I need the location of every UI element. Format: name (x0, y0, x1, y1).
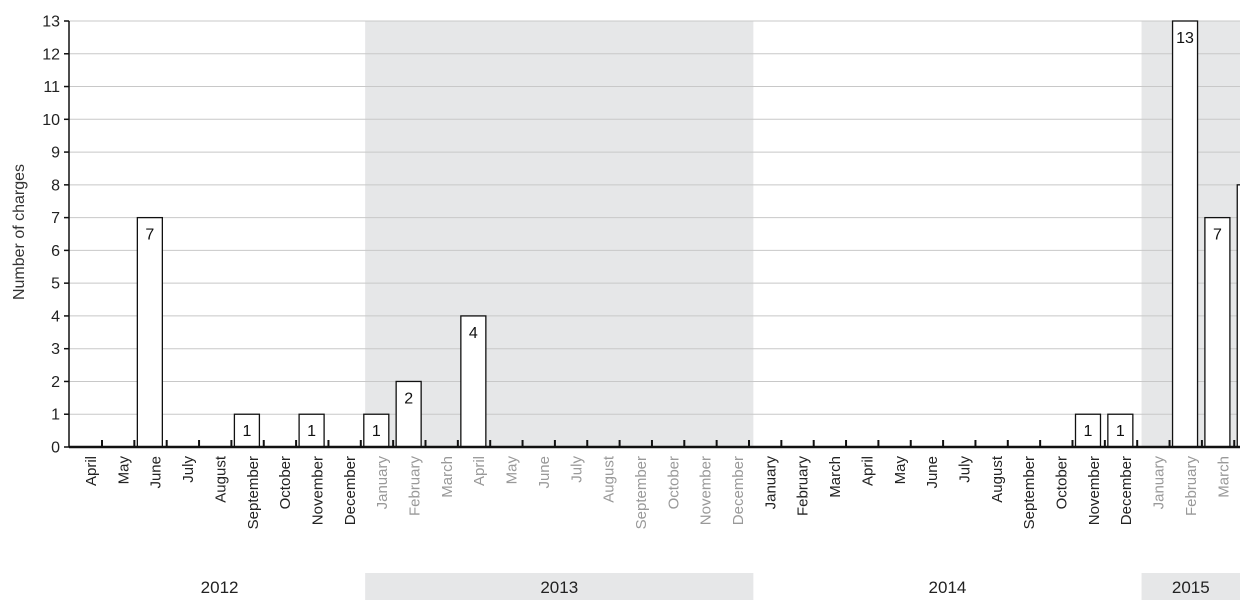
x-tick-label: September (1021, 456, 1038, 529)
x-tick-label: July (956, 456, 973, 483)
year-label-band (1141, 573, 1240, 600)
y-tick-label: 13 (42, 14, 60, 31)
x-tick-label: May (892, 456, 909, 485)
bar-value-label: 13 (1176, 30, 1194, 47)
bar-value-label: 7 (1213, 227, 1222, 244)
bar-value-label: 1 (1116, 423, 1125, 440)
bar (460, 315, 487, 448)
x-tick-label: July (180, 456, 197, 483)
x-tick-label: June (536, 456, 553, 489)
x-tick-label: August (989, 455, 1006, 503)
x-tick-label: May (504, 456, 521, 485)
y-tick-label: 12 (42, 46, 60, 63)
x-tick-label: April (859, 456, 876, 486)
x-tick-label: June (924, 456, 941, 489)
y-tick-label: 4 (51, 308, 60, 325)
year-label-band (365, 573, 754, 600)
y-tick-label: 11 (43, 79, 60, 96)
y-tick-label: 6 (51, 243, 60, 260)
x-tick-label: February (407, 456, 424, 517)
x-tick-label: July (568, 456, 585, 483)
x-tick-label: January (762, 456, 779, 510)
x-tick-labels: April May June July August September October No… (83, 455, 1232, 529)
x-tick-label: September (245, 456, 262, 529)
y-tick-label: 1 (51, 407, 60, 424)
bar-value-label: 4 (469, 325, 478, 342)
x-tick-label: October (277, 456, 294, 509)
y-tick-label: 7 (51, 210, 60, 227)
bar-value-label: 2 (404, 390, 413, 407)
x-tick-label: October (1054, 456, 1071, 509)
gridlines (69, 20, 1240, 415)
bar-value-label: 1 (307, 423, 316, 440)
y-tick-label: 9 (51, 145, 60, 162)
x-tick-label: May (115, 456, 132, 485)
y-axis-label: Number of charges (11, 164, 28, 300)
x-tick-label: August (212, 455, 229, 503)
bar-value-label: 7 (145, 227, 154, 244)
y-tick-label: 5 (51, 276, 60, 293)
bar (136, 216, 164, 448)
bar-value-label: 1 (242, 423, 251, 440)
x-tick-label: January (1151, 456, 1168, 510)
x-tick-label: March (827, 456, 844, 498)
y-tick-label: 3 (51, 341, 60, 358)
x-tick-label: April (83, 456, 100, 486)
y-tick-label: 8 (51, 177, 60, 194)
y-tick-label: 0 (51, 440, 60, 457)
year-labels: 2012 2013 2014 2015 (201, 578, 1210, 597)
x-tick-label: March (439, 456, 456, 498)
y-tick-label: 2 (51, 374, 60, 391)
x-tick-label: February (795, 456, 812, 517)
x-tick-label: December (730, 456, 747, 525)
x-tick-label: November (698, 456, 715, 525)
year-label: 2014 (929, 578, 967, 597)
bar (233, 413, 261, 448)
year-shade-band (365, 21, 754, 447)
x-tick-label: November (1086, 456, 1103, 525)
x-tick-label: October (665, 456, 682, 509)
bar-value-label: 1 (1084, 423, 1093, 440)
x-tick-label: August (601, 455, 618, 503)
bar (1236, 184, 1240, 448)
year-label: 2015 (1172, 578, 1210, 597)
x-tick-label: June (148, 456, 165, 489)
x-tick-label: February (1183, 456, 1200, 517)
year-label: 2012 (201, 578, 239, 597)
x-tick-label: January (374, 456, 391, 510)
bars: 711124111378 (136, 20, 1240, 448)
bar (1171, 20, 1199, 448)
x-tick-label: September (633, 456, 650, 529)
x-axis (69, 440, 1240, 449)
bar (395, 380, 422, 448)
x-tick-label: December (1118, 456, 1135, 525)
y-tick-label: 10 (42, 112, 60, 129)
bar (1204, 216, 1231, 448)
bar-value-label: 1 (372, 423, 381, 440)
x-tick-label: March (1215, 456, 1232, 498)
x-tick-label: November (309, 456, 326, 525)
year-label: 2013 (540, 578, 578, 597)
x-tick-label: December (342, 456, 359, 525)
x-tick-label: April (471, 456, 488, 486)
bar (1074, 413, 1102, 448)
